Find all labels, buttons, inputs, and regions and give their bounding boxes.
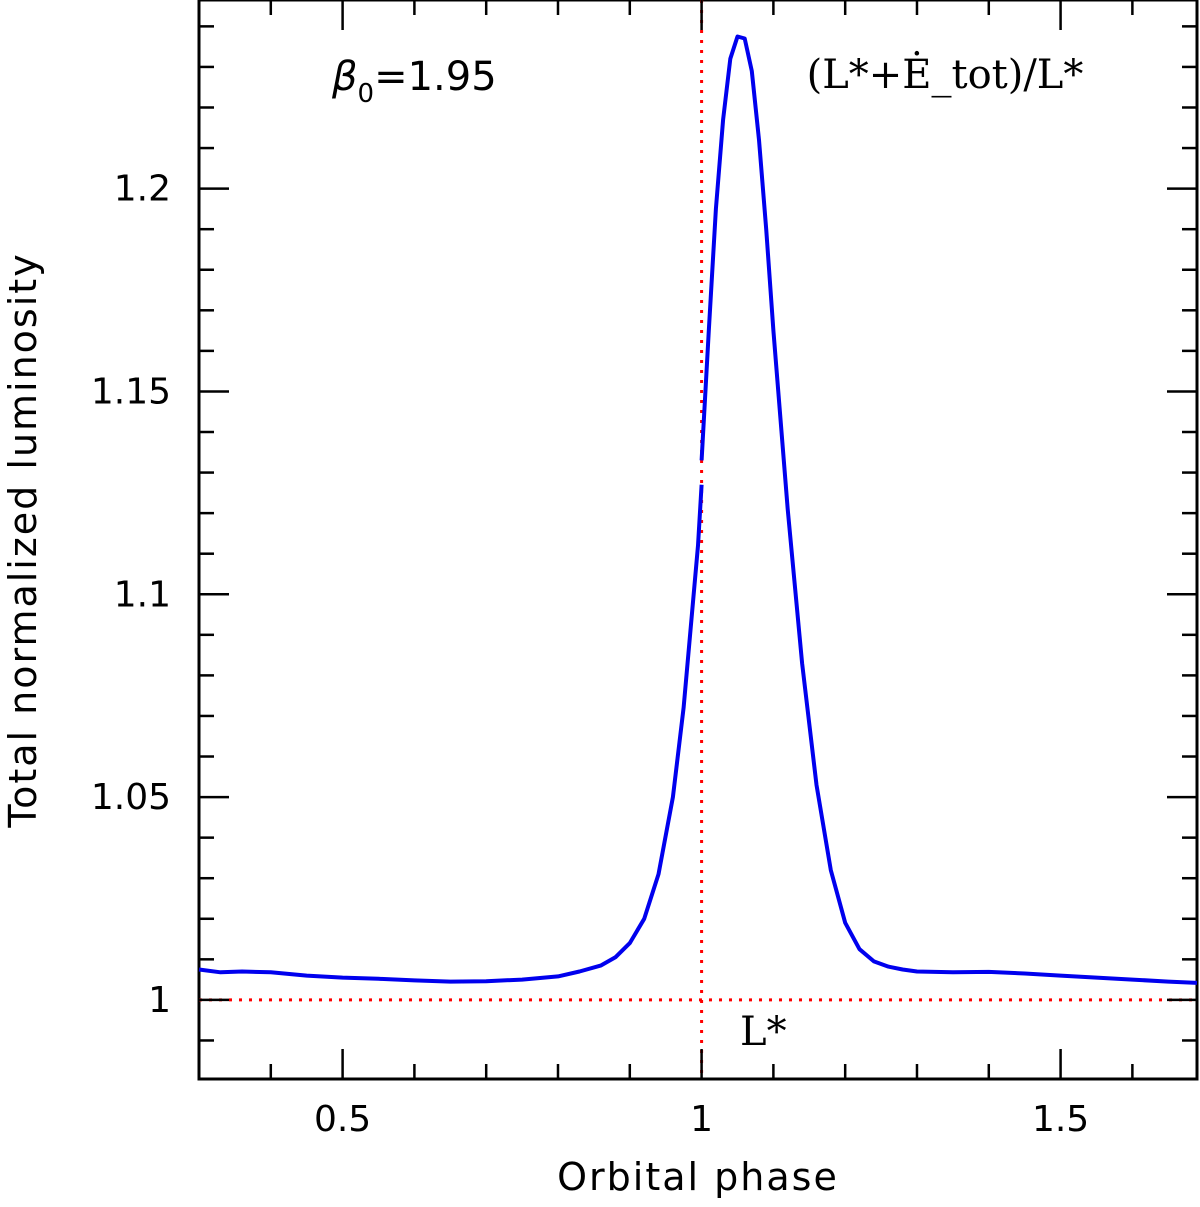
y-ticks: 1 1.05 1.1 1.15 1.2 [91, 25, 1197, 1042]
x-tick-label: 1.5 [1032, 1099, 1089, 1140]
beta-annotation: β0=1.95 [331, 54, 497, 109]
x-tick-label: 1 [690, 1099, 713, 1140]
y-tick-label: 1.15 [91, 371, 171, 412]
x-tick-label: 0.5 [314, 1099, 371, 1140]
y-tick-label: 1.2 [114, 169, 171, 210]
y-tick-label: 1.05 [91, 777, 171, 818]
beta-value: =1.95 [374, 54, 497, 100]
y-tick-label: 1 [148, 980, 171, 1021]
luminosity-curve-segment [198, 484, 704, 984]
reference-lines [199, 0, 1197, 1079]
luminosity-curve-segment [699, 34, 1198, 985]
x-axis-title: Orbital phase [557, 1155, 839, 1199]
luminosity-curve [198, 34, 1198, 985]
plot-frame [197, 0, 1199, 1081]
beta-symbol: β [331, 54, 358, 100]
x-ticks: 0.5 1 1.5 [197, 0, 1134, 1140]
curve-label: (L*+Ė_tot)/L* [807, 51, 1084, 98]
beta-subscript: 0 [358, 79, 375, 109]
y-tick-label: 1.1 [114, 574, 171, 615]
curve-label-text: (L*+Ė_tot)/L* [807, 51, 1084, 98]
y-axis-title: Total normalized luminosity [1, 252, 45, 828]
reference-label: L* [740, 1009, 787, 1055]
